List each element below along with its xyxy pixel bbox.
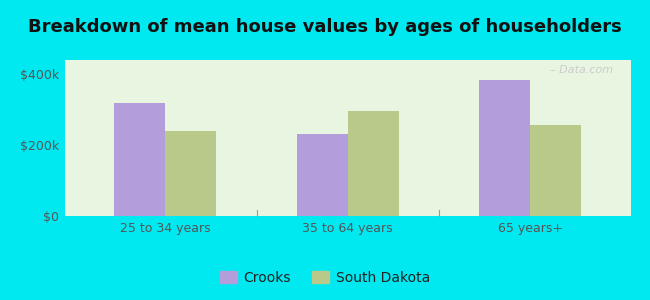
Bar (348, 111, 399, 216)
Bar (296, 134, 348, 216)
Text: Breakdown of mean house values by ages of householders: Breakdown of mean house values by ages o… (28, 18, 622, 36)
Bar (479, 80, 530, 216)
Bar (530, 124, 581, 216)
Text: – Data.com: – Data.com (551, 65, 614, 75)
Bar (165, 131, 216, 216)
Bar (114, 103, 165, 216)
Legend: Crooks, South Dakota: Crooks, South Dakota (214, 265, 436, 290)
